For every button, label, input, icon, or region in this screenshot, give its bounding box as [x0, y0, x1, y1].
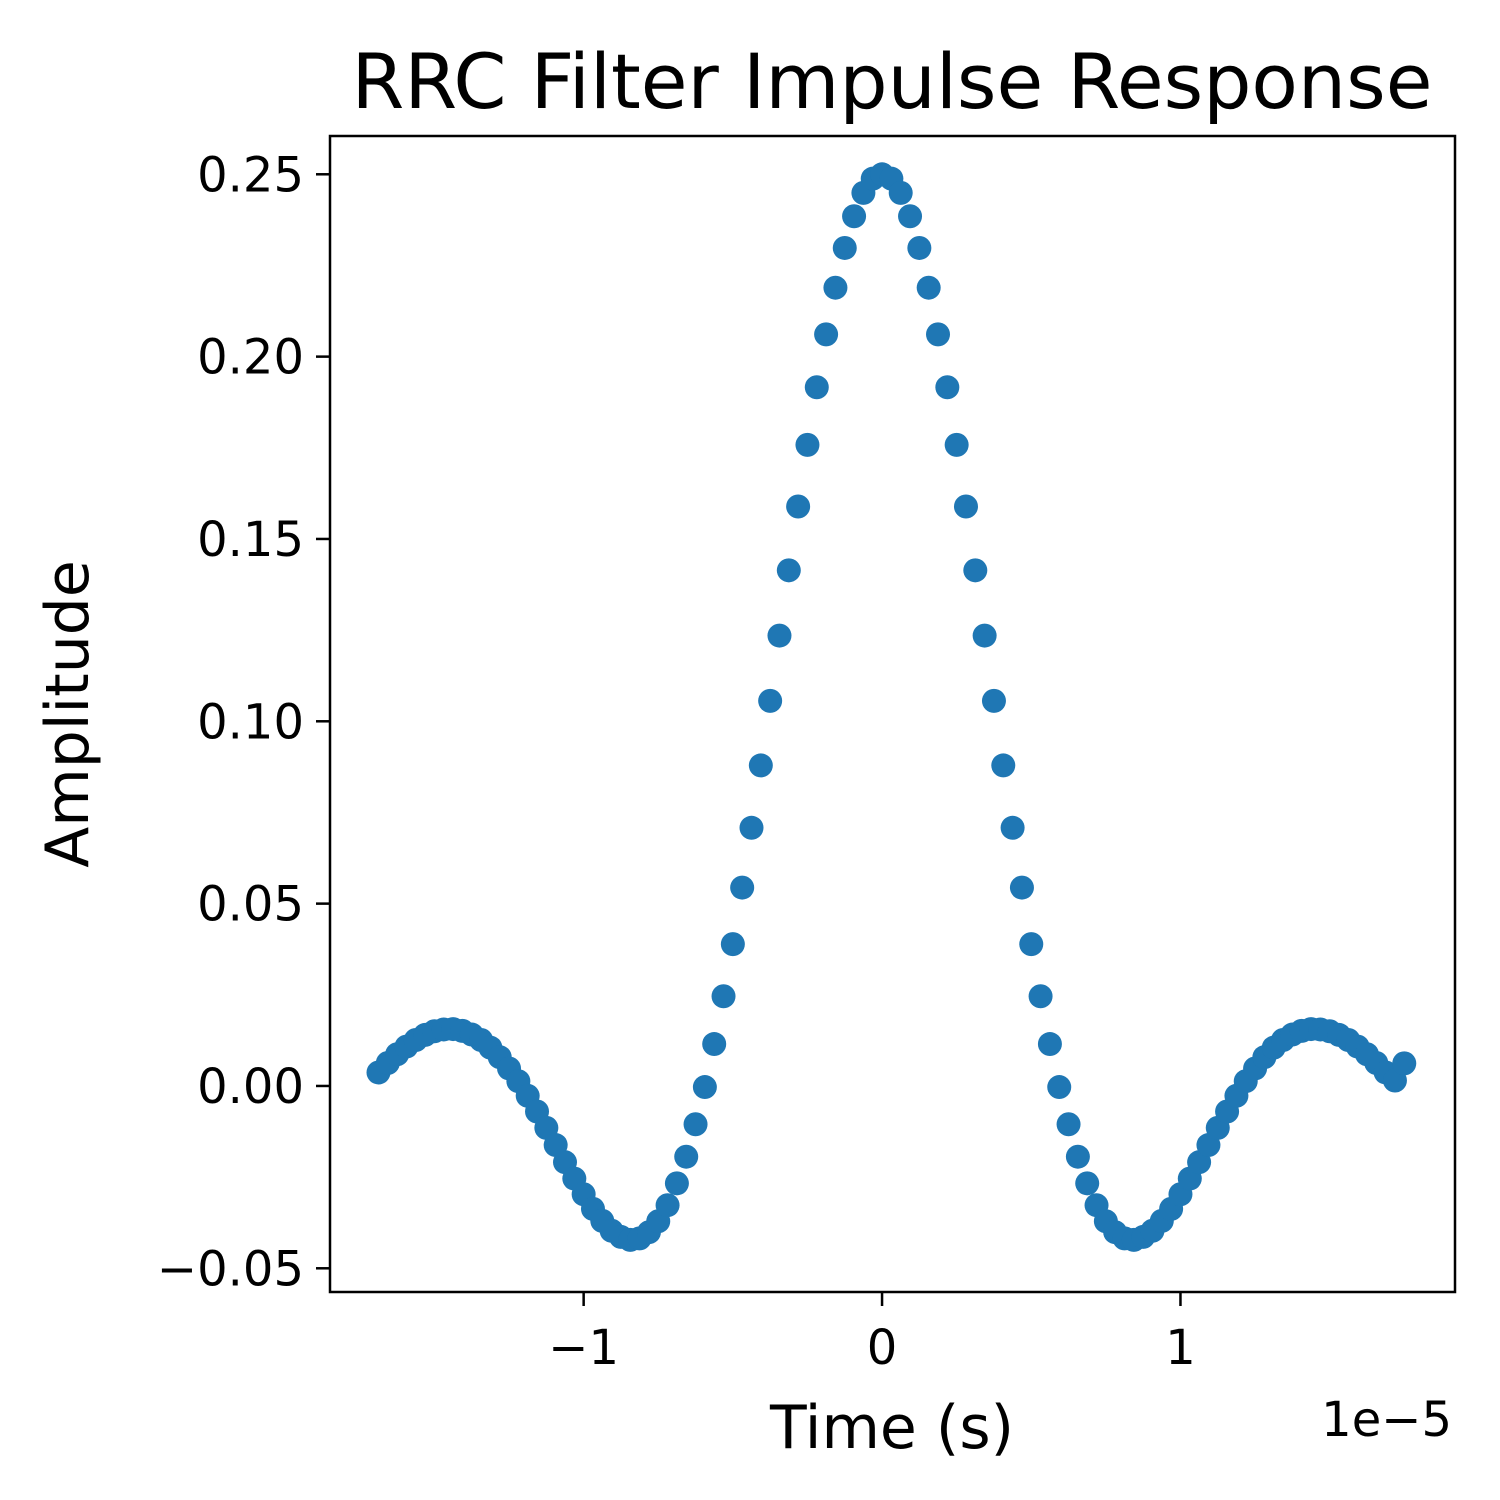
data-point	[944, 432, 969, 457]
data-point	[730, 875, 755, 900]
data-point	[683, 1112, 708, 1137]
data-point	[1047, 1075, 1072, 1100]
y-tick-label: 0.15	[197, 512, 304, 568]
x-tick-label: 0	[867, 1320, 898, 1376]
y-tick-label: 0.10	[197, 694, 304, 750]
data-point	[711, 984, 736, 1009]
data-point	[692, 1075, 717, 1100]
data-point	[758, 688, 783, 713]
data-point	[664, 1171, 689, 1196]
data-point	[832, 235, 857, 260]
data-point	[1019, 932, 1044, 957]
data-point	[953, 494, 978, 519]
data-point	[888, 180, 913, 205]
data-point	[702, 1032, 727, 1057]
data-point	[795, 432, 820, 457]
data-point	[776, 558, 801, 583]
y-tick-label: 0.05	[197, 877, 304, 933]
data-point	[972, 623, 997, 648]
y-tick-label: 0.20	[197, 330, 304, 386]
data-points	[366, 162, 1417, 1252]
data-point	[1037, 1032, 1062, 1057]
data-point	[655, 1193, 680, 1218]
data-point	[1028, 984, 1053, 1009]
data-point	[767, 623, 792, 648]
data-point	[748, 753, 773, 778]
data-point	[991, 753, 1016, 778]
data-point	[1056, 1112, 1081, 1137]
data-point	[804, 375, 829, 400]
data-point	[981, 688, 1006, 713]
data-point	[1065, 1144, 1090, 1169]
y-tick-label: −0.05	[157, 1241, 304, 1297]
data-point	[814, 322, 839, 347]
x-axis: −1 0 1	[548, 1292, 1196, 1376]
y-axis-label: Amplitude	[33, 560, 103, 867]
data-point	[916, 275, 941, 300]
plot-frame	[328, 134, 1457, 1294]
x-offset-label: 1e−5	[1321, 1392, 1452, 1448]
data-point	[898, 204, 923, 229]
data-point	[842, 204, 867, 229]
y-tick-label: 0.00	[197, 1059, 304, 1115]
data-point	[674, 1144, 699, 1169]
data-point	[963, 558, 988, 583]
data-point	[720, 932, 745, 957]
data-point	[1000, 815, 1025, 840]
data-point	[926, 322, 951, 347]
data-point	[1392, 1051, 1417, 1076]
data-point	[823, 275, 848, 300]
data-point	[786, 494, 811, 519]
x-tick-label: −1	[548, 1320, 619, 1376]
x-tick-label: 1	[1165, 1320, 1196, 1376]
x-axis-label: Time (s)	[769, 1393, 1014, 1463]
chart-title: RRC Filter Impulse Response	[352, 37, 1433, 126]
data-point	[907, 235, 932, 260]
data-point	[1009, 875, 1034, 900]
data-point	[739, 815, 764, 840]
data-point	[1075, 1171, 1100, 1196]
data-point	[935, 375, 960, 400]
y-tick-label: 0.25	[197, 147, 304, 203]
y-axis: −0.05 0.00 0.05 0.10 0.15 0.20 0.25	[157, 147, 330, 1297]
